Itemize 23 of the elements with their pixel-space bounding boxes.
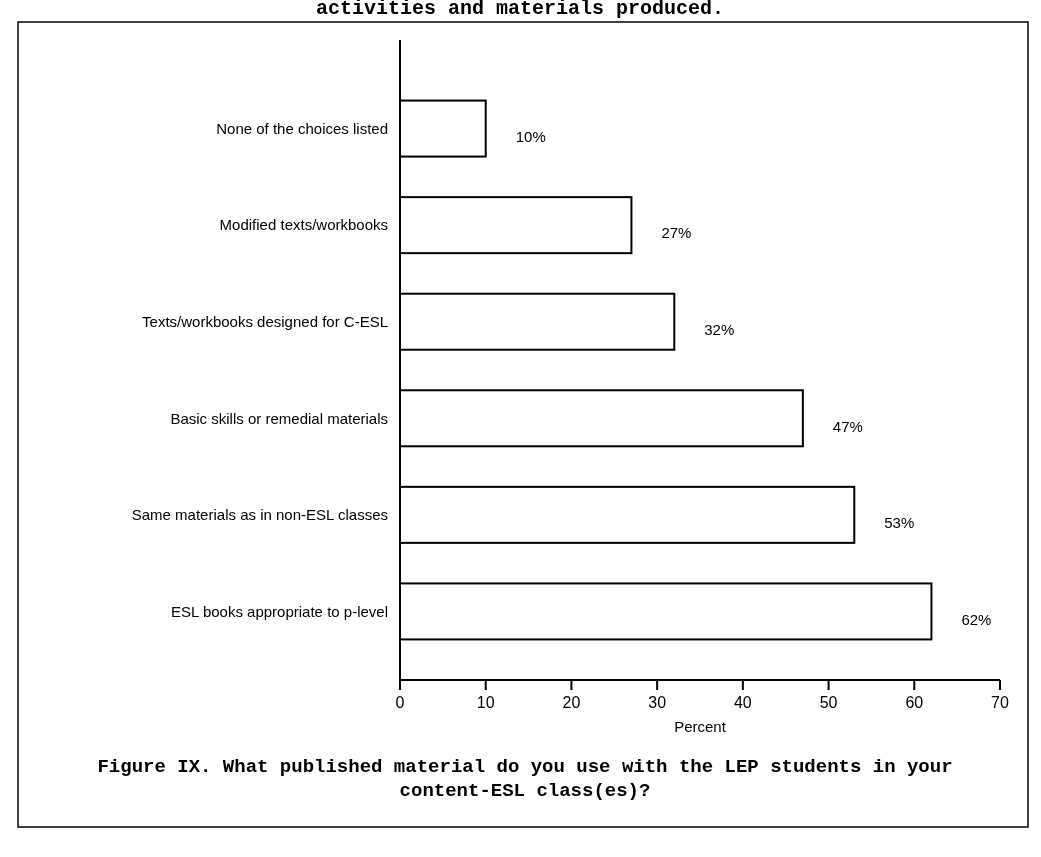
x-tick-label: 30: [648, 694, 667, 711]
x-tick-label: 0: [395, 694, 405, 711]
data-label: 32%: [704, 320, 735, 338]
x-axis-title: Percent: [674, 718, 727, 735]
x-tick-label: 10: [476, 694, 495, 711]
y-tick-label: ESL books appropriate to p-level: [170, 602, 388, 620]
x-tick-label: 60: [905, 694, 924, 711]
x-tick-label: 20: [562, 694, 581, 711]
data-label: 10%: [515, 127, 546, 145]
data-label: 53%: [884, 514, 915, 532]
y-tick-label: Basic skills or remedial materials: [170, 409, 388, 427]
x-tick-label: 70: [991, 694, 1009, 711]
x-tick-label: 50: [819, 694, 838, 711]
x-tick-label: 40: [733, 694, 752, 711]
text: Figure IX. What published material do you use with the LEP students in your content-ESL class(es)?: [96, 755, 954, 803]
data-label: 27%: [661, 224, 692, 242]
y-tick-label: Texts/workbooks designed for C-ESL: [142, 312, 388, 330]
data-label: 62%: [961, 610, 992, 628]
y-tick-label: None of the choices listed: [216, 119, 388, 137]
text: activities and materials produced.: [315, 0, 725, 20]
data-label: 47%: [832, 417, 863, 435]
y-tick-label: Same materials as in non-ESL classes: [131, 506, 388, 524]
y-tick-label: Modified texts/workbooks: [219, 216, 388, 234]
